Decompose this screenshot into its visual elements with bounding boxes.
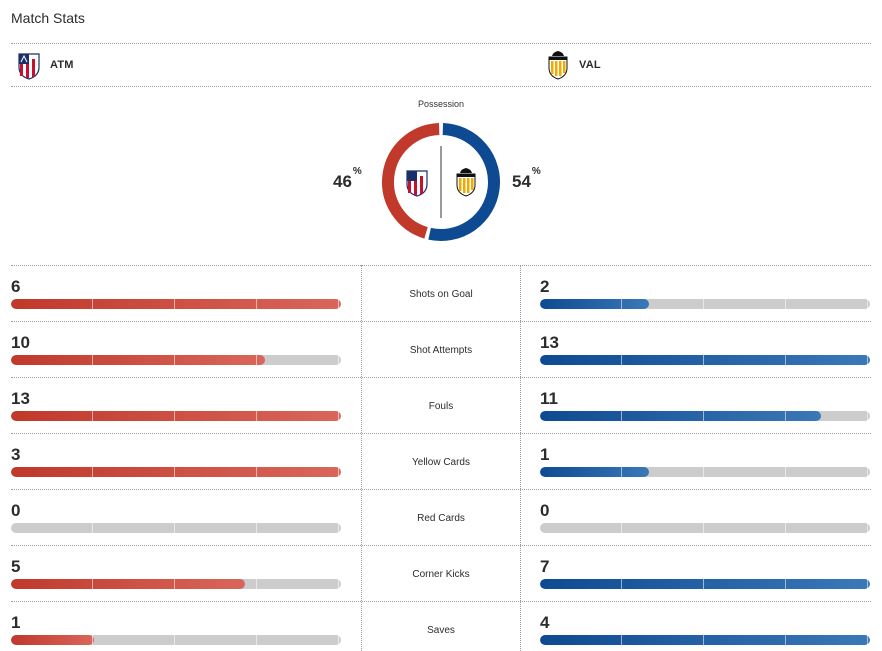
home-stat-bar [11,523,341,533]
away-stat-bar [540,355,870,365]
home-stat-value: 10 [11,333,30,352]
stat-label: Yellow Cards [412,457,470,468]
away-possession-value: 54% [512,166,541,191]
away-stat-value: 1 [540,445,550,464]
divider [11,43,871,44]
stat-label: Shots on Goal [409,289,473,300]
stat-row: 5 Corner Kicks 7 [11,545,871,601]
stat-row: 1 Saves 4 [11,601,871,651]
home-possession-value: 46% [333,166,362,191]
home-stat-value: 3 [11,445,21,464]
away-stat-bar [540,579,870,589]
stat-row: 13 Fouls 11 [11,377,871,433]
stat-label: Red Cards [417,513,465,524]
stats-table: 6 Shots on Goal 2 10 Shot Attempts 13 13 Fouls 1… [11,265,871,651]
home-stat-value: 5 [11,557,21,576]
away-stat-value: 13 [540,333,559,352]
valencia-crest-small-icon [456,168,476,197]
stat-row: 6 Shots on Goal 2 [11,265,871,321]
home-stat-bar [11,355,341,365]
away-team-abbr: VAL [579,59,601,71]
home-stat-value: 6 [11,277,21,296]
stat-label: Corner Kicks [412,569,470,580]
atletico-crest-icon [18,53,40,80]
stat-label: Saves [427,625,455,636]
away-stat-value: 11 [540,389,558,408]
home-team-abbr: ATM [50,59,74,71]
column-divider [520,265,521,651]
stat-row: 3 Yellow Cards 1 [11,433,871,489]
away-stat-value: 2 [540,277,550,296]
away-stat-value: 0 [540,501,550,520]
atletico-crest-small-icon [406,170,428,197]
away-stat-value: 4 [540,613,550,632]
home-stat-value: 1 [11,613,21,632]
away-stat-bar [540,635,870,645]
away-stat-bar [540,467,870,477]
valencia-crest-icon [548,51,568,80]
home-stat-bar [11,635,341,645]
home-possession-arc [382,123,440,239]
divider [11,86,871,87]
stat-row: 10 Shot Attempts 13 [11,321,871,377]
possession-donut-chart [382,123,500,241]
stat-row: 0 Red Cards 0 [11,489,871,545]
home-stat-bar [11,467,341,477]
home-stat-bar [11,299,341,309]
home-stat-bar [11,411,341,421]
home-stat-value: 0 [11,501,21,520]
page-title: Match Stats [11,10,85,26]
away-possession-arc [428,123,500,241]
stat-label: Shot Attempts [409,345,473,356]
away-stat-bar [540,523,870,533]
home-team[interactable]: ATM [16,50,74,80]
home-stat-bar [11,579,341,589]
possession-label: Possession [417,99,465,109]
stat-label: Fouls [428,401,454,412]
home-stat-value: 13 [11,389,30,408]
away-stat-bar [540,411,870,421]
column-divider [361,265,362,651]
away-stat-bar [540,299,870,309]
away-stat-value: 7 [540,557,550,576]
away-team[interactable]: VAL [545,50,601,80]
